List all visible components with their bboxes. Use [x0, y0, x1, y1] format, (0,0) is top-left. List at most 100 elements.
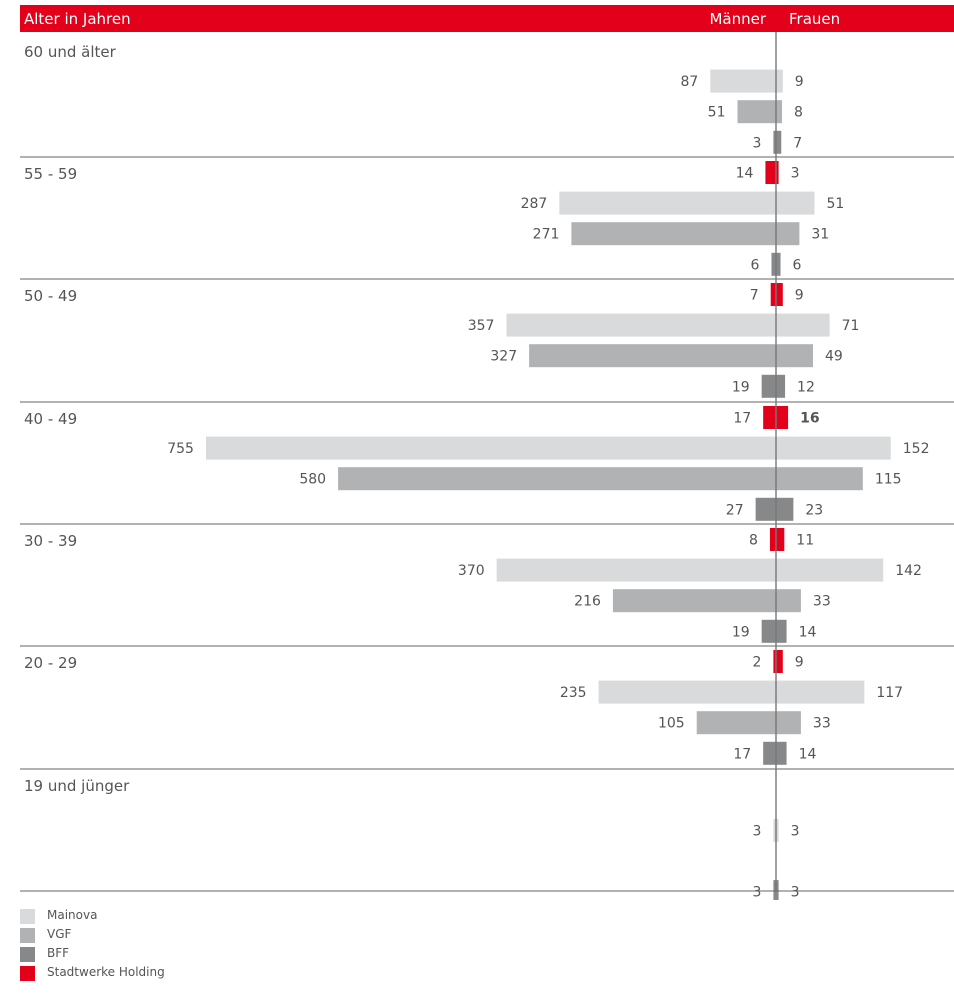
- value-women-g1-bff: 7: [793, 135, 802, 151]
- bar-men-g5-bff: [761, 619, 776, 643]
- bar-women-g4-vgf: [776, 467, 863, 491]
- bar-men-g3-vgf: [529, 344, 776, 368]
- value-women-g2-mainova: 51: [827, 196, 845, 212]
- legend-label-stadtwerke-holding: Stadtwerke Holding: [47, 965, 165, 979]
- bar-men-g3-stadtwerke-holding: [770, 283, 776, 306]
- bar-men-g6-mainova: [598, 680, 776, 704]
- value-women-g3-stadtwerke-holding: 9: [795, 288, 804, 304]
- bar-men-g3-bff: [761, 374, 776, 398]
- value-women-g7-bff: 3: [791, 885, 800, 900]
- value-men-g1-mainova: 87: [680, 74, 698, 90]
- value-women-g2-vgf: 31: [811, 227, 829, 243]
- value-women-g1-vgf: 8: [794, 105, 803, 121]
- bar-men-g2-stadtwerke-holding: [765, 161, 776, 184]
- value-women-g3-vgf: 49: [825, 349, 843, 365]
- bar-men-g5-mainova: [496, 558, 776, 582]
- bar-women-g6-mainova: [776, 680, 865, 704]
- value-men-g3-vgf: 327: [490, 349, 517, 365]
- bar-women-g5-vgf: [776, 589, 801, 613]
- value-women-g4-mainova: 152: [903, 441, 930, 457]
- legend-swatch-vgf: [20, 928, 35, 943]
- value-women-g5-stadtwerke-holding: 11: [796, 533, 814, 549]
- bar-men-g1-vgf: [737, 100, 776, 124]
- bar-men-g7-bff: [773, 880, 776, 900]
- bar-men-g4-bff: [755, 497, 776, 521]
- legend: Mainova VGF BFF Stadtwerke Holding: [20, 906, 220, 982]
- bar-women-g7-mainova: [776, 818, 779, 842]
- value-men-g1-vgf: 51: [708, 105, 726, 121]
- bar-men-g6-vgf: [696, 711, 776, 735]
- bar-women-g7-bff: [776, 880, 779, 900]
- value-men-g5-bff: 19: [732, 624, 750, 640]
- bar-women-g1-mainova: [776, 69, 783, 93]
- bar-women-g6-vgf: [776, 711, 801, 735]
- value-men-g2-mainova: 287: [521, 196, 548, 212]
- value-women-g6-bff: 14: [799, 746, 817, 762]
- value-men-g5-stadtwerke-holding: 8: [749, 533, 758, 549]
- legend-item-stadtwerke-holding: Stadtwerke Holding: [20, 963, 220, 982]
- bar-women-g3-mainova: [776, 313, 830, 337]
- bar-men-g4-vgf: [338, 467, 776, 491]
- value-women-g5-vgf: 33: [813, 594, 831, 610]
- group-label-1: 60 und älter: [24, 43, 117, 61]
- header-label-men: Männer: [709, 10, 766, 28]
- legend-item-bff: BFF: [20, 944, 220, 963]
- value-women-g3-mainova: 71: [842, 318, 860, 334]
- value-men-g3-bff: 19: [732, 379, 750, 395]
- value-women-g6-mainova: 117: [876, 685, 903, 701]
- value-women-g5-bff: 14: [799, 624, 817, 640]
- bar-women-g4-bff: [776, 497, 794, 521]
- bar-men-g4-mainova: [205, 436, 777, 460]
- value-men-g5-vgf: 216: [574, 594, 601, 610]
- value-women-g5-mainova: 142: [895, 563, 922, 579]
- value-men-g6-mainova: 235: [560, 685, 587, 701]
- value-men-g7-bff: 3: [752, 885, 761, 900]
- bar-women-g3-bff: [776, 374, 786, 398]
- bar-women-g4-stadtwerke-holding: [776, 406, 789, 429]
- group-label-7: 19 und jünger: [24, 777, 130, 795]
- value-men-g4-vgf: 580: [299, 472, 326, 488]
- group-label-4: 40 - 49: [24, 410, 77, 428]
- bar-women-g3-vgf: [776, 344, 813, 368]
- bar-men-g3-mainova: [506, 313, 776, 337]
- bar-men-g6-bff: [763, 741, 776, 765]
- legend-item-mainova: Mainova: [20, 906, 220, 925]
- bar-men-g1-mainova: [710, 69, 776, 93]
- value-men-g4-mainova: 755: [167, 441, 194, 457]
- age-distribution-chart: Alter in Jahren Männer Frauen 60 und älter 8…: [20, 5, 954, 900]
- legend-swatch-bff: [20, 947, 35, 962]
- bar-women-g2-vgf: [776, 222, 800, 246]
- bar-women-g2-mainova: [776, 191, 815, 215]
- bar-women-g6-stadtwerke-holding: [776, 650, 783, 673]
- legend-swatch-mainova: [20, 909, 35, 924]
- bar-women-g5-mainova: [776, 558, 884, 582]
- value-women-g3-bff: 12: [797, 379, 815, 395]
- value-women-g2-stadtwerke-holding: 3: [791, 166, 800, 182]
- group-label-6: 20 - 29: [24, 654, 77, 672]
- bar-men-g2-mainova: [559, 191, 776, 215]
- bar-women-g2-bff: [776, 252, 781, 276]
- value-women-g4-bff: 23: [805, 502, 823, 518]
- bar-women-g3-stadtwerke-holding: [776, 283, 783, 306]
- legend-label-bff: BFF: [47, 946, 70, 960]
- bar-men-g2-vgf: [571, 222, 776, 246]
- value-women-g4-stadtwerke-holding: 16: [800, 411, 819, 427]
- value-men-g2-bff: 6: [751, 257, 760, 273]
- legend-label-vgf: VGF: [47, 927, 72, 941]
- bar-women-g4-mainova: [776, 436, 891, 460]
- bar-men-g7-mainova: [773, 818, 776, 842]
- bar-men-g1-bff: [773, 130, 776, 154]
- value-men-g3-stadtwerke-holding: 7: [750, 288, 759, 304]
- legend-label-mainova: Mainova: [47, 908, 98, 922]
- header-band: [20, 5, 954, 32]
- legend-item-vgf: VGF: [20, 925, 220, 944]
- value-men-g3-mainova: 357: [468, 318, 495, 334]
- value-men-g2-vgf: 271: [533, 227, 560, 243]
- bar-men-g2-bff: [771, 252, 776, 276]
- value-men-g1-bff: 3: [752, 135, 761, 151]
- bar-men-g5-vgf: [612, 589, 776, 613]
- bar-women-g6-bff: [776, 741, 787, 765]
- legend-swatch-stadtwerke-holding: [20, 966, 35, 981]
- bar-women-g1-vgf: [776, 100, 783, 124]
- value-women-g2-bff: 6: [793, 257, 802, 273]
